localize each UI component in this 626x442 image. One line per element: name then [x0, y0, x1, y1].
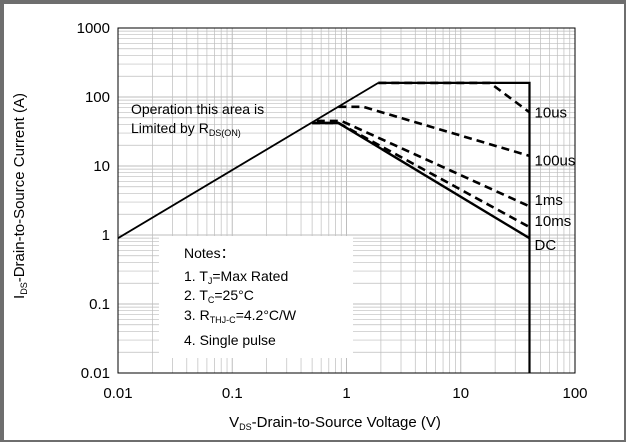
series-label-dc: DC: [535, 237, 557, 254]
notes-title: Notes：: [184, 245, 235, 261]
y-tick-label: 0.01: [81, 365, 110, 382]
x-axis-label: VDS-Drain-to-Source Voltage (V): [229, 414, 441, 432]
annotation-line1: Operation this area is: [131, 101, 264, 117]
plot-border: [117, 27, 576, 374]
x-tick-label: 1: [342, 385, 350, 402]
x-tick-label: 0.01: [103, 385, 132, 402]
soa-envelope-line: [378, 81, 531, 373]
series-line-dc: [312, 121, 531, 240]
note-1: 1. TJ=Max Rated: [184, 268, 288, 286]
y-tick-label: 1: [102, 227, 110, 244]
series-line-10ms: [312, 121, 531, 229]
series-line-1ms: [316, 119, 531, 208]
curves: [117, 81, 531, 373]
note-2: 2. TC=25°C: [184, 287, 254, 305]
notes-box: [159, 236, 353, 358]
y-tick-labels: 0.01 0.1 1 10 100 1000: [77, 20, 110, 382]
x-tick-labels: 0.01 0.1 1 10 100: [103, 385, 587, 402]
series-label-10ms: 10ms: [535, 213, 572, 230]
series-label-10us: 10us: [535, 104, 568, 121]
note-4: 4. Single pulse: [184, 332, 276, 348]
x-tick-label: 10: [452, 385, 469, 402]
rdson-limit-line: [117, 82, 379, 239]
note-3: 3. RTHJ-C=4.2°C/W: [184, 307, 297, 325]
y-tick-label: 1000: [77, 20, 110, 37]
series-label-100us: 100us: [535, 153, 576, 170]
x-tick-label: 100: [562, 385, 587, 402]
annotation-line2: Limited by RDS(ON): [131, 120, 241, 138]
series-labels: 10us 100us 1ms 10ms DC: [535, 104, 576, 254]
y-tick-label: 10: [93, 158, 110, 175]
y-tick-label: 100: [85, 89, 110, 106]
series-line-10us: [378, 81, 531, 114]
series-label-1ms: 1ms: [535, 192, 563, 209]
y-axis-label: IDS-Drain-to-Source Current (A): [11, 93, 29, 299]
y-tick-label: 0.1: [89, 296, 110, 313]
x-tick-label: 0.1: [222, 385, 243, 402]
